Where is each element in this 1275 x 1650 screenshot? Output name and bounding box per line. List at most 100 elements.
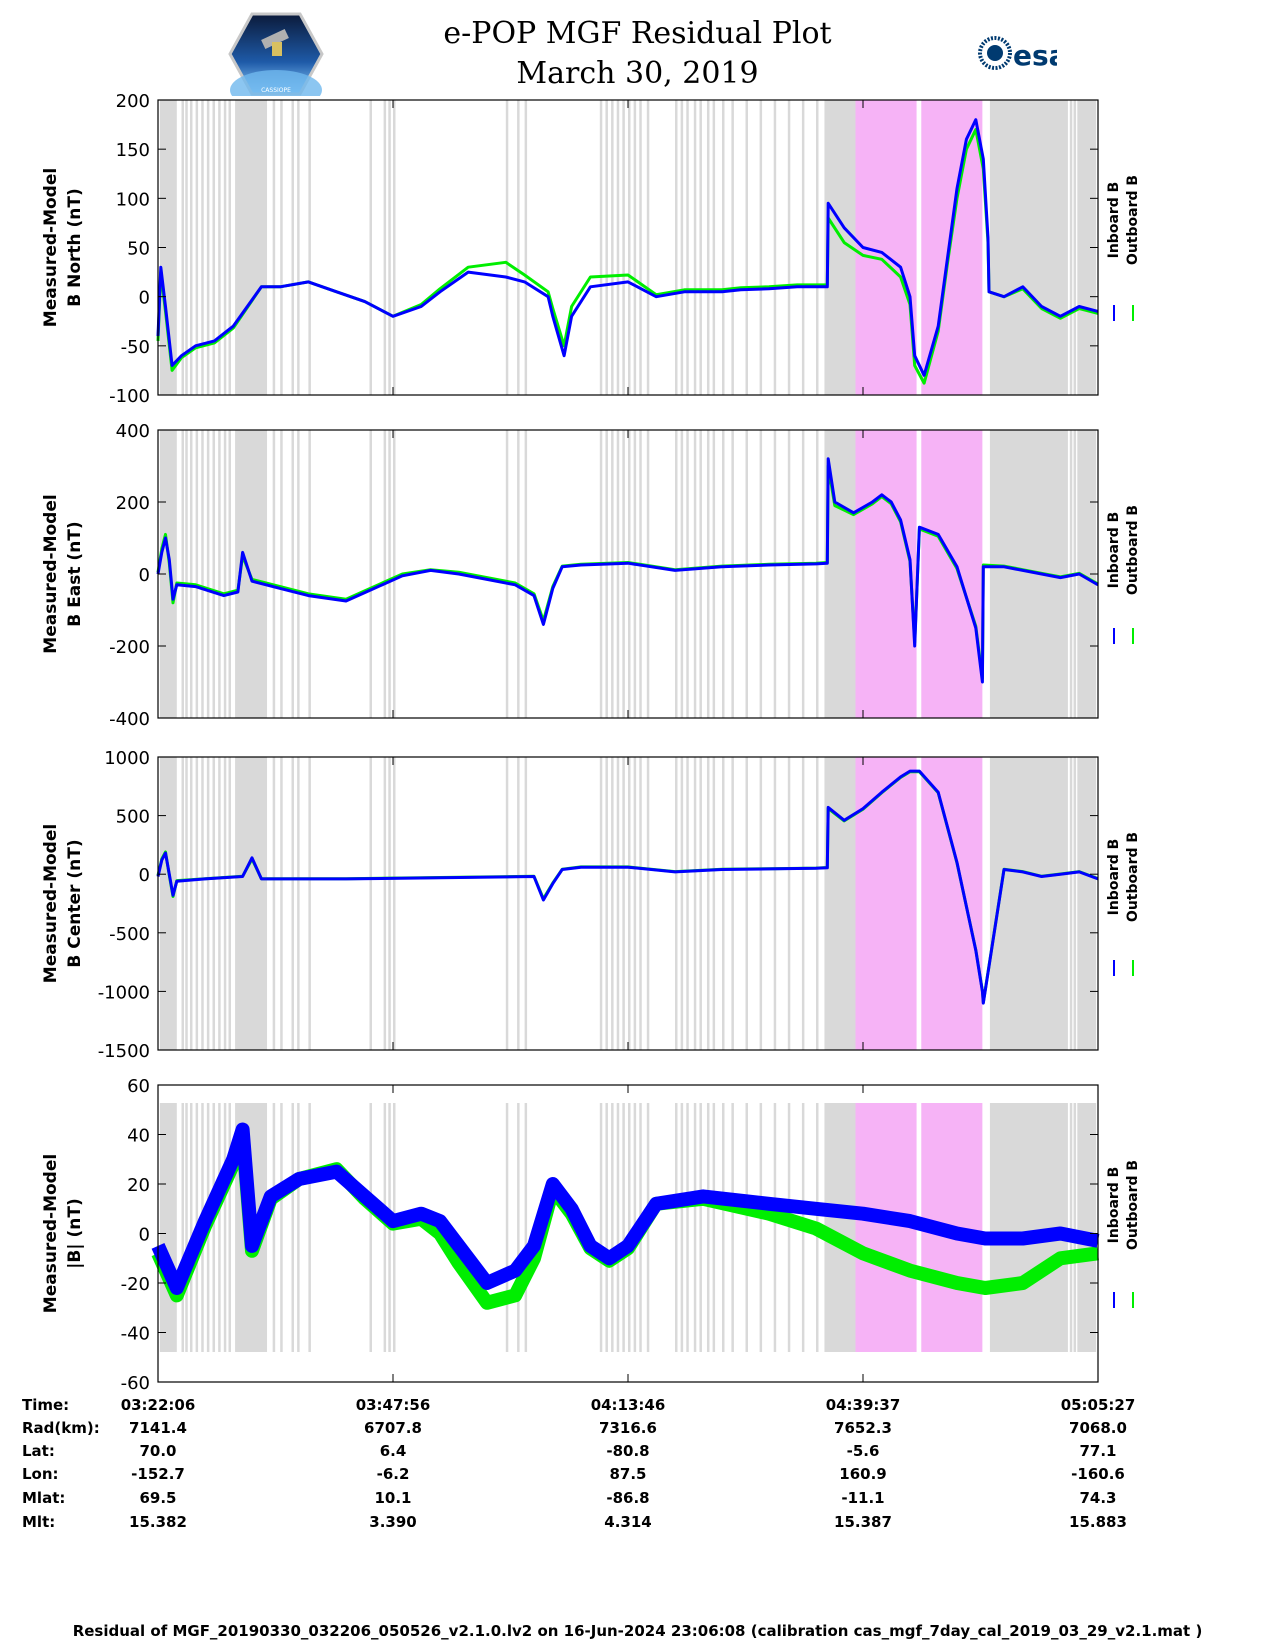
gap-line <box>712 100 716 395</box>
y-axis-label: B Center (nT) <box>65 839 85 967</box>
gap-region <box>235 757 268 1050</box>
gap-line <box>517 430 520 718</box>
gap-line <box>272 430 276 718</box>
gap-line <box>706 430 710 718</box>
ephemeris-row-label: Mlat: <box>22 1489 65 1507</box>
gap-line <box>189 757 193 1050</box>
gap-line <box>181 1103 184 1352</box>
ephemeris-value: 7652.3 <box>834 1419 892 1437</box>
y-axis-label: Measured-Model <box>41 824 61 983</box>
y-tick-label: 60 <box>127 1076 150 1097</box>
gap-line <box>383 757 387 1050</box>
gap-line <box>605 100 608 395</box>
gap-line <box>383 1103 387 1352</box>
series-line-inboard <box>156 457 1099 684</box>
gap-line <box>622 1103 625 1352</box>
gap-line <box>280 757 283 1050</box>
gap-line <box>369 430 372 718</box>
ephemeris-value: 04:13:46 <box>591 1396 666 1414</box>
ephemeris-value: 10.1 <box>374 1489 411 1507</box>
gap-line <box>801 430 805 718</box>
y-axis-label: Measured-Model <box>41 494 61 653</box>
gap-line <box>369 757 372 1050</box>
ephemeris-value: 74.3 <box>1079 1489 1116 1507</box>
gap-line <box>787 1103 791 1352</box>
y-tick-label: 0 <box>139 1225 150 1246</box>
gap-line <box>611 1103 614 1352</box>
ephemeris-value: 03:47:56 <box>356 1396 431 1414</box>
chart-panel-4: 60 40 20 0 -20 -40 -60 Measured-Model |B| (nT) In… <box>41 1076 1141 1394</box>
gap-line <box>189 100 193 395</box>
gap-line <box>181 757 184 1050</box>
ephemeris-value: 15.382 <box>129 1513 187 1531</box>
ephemeris-value: 6707.8 <box>364 1419 422 1437</box>
gap-line <box>745 430 748 718</box>
gap-line <box>206 430 210 718</box>
gap-line <box>393 757 396 1050</box>
gap-line <box>616 100 620 395</box>
ephemeris-value: -6.2 <box>377 1465 410 1483</box>
gap-line <box>272 1103 276 1352</box>
gap-line <box>308 757 311 1050</box>
y-tick-label: 1000 <box>104 748 150 769</box>
gap-line <box>505 100 509 395</box>
gap-line <box>693 757 697 1050</box>
gap-line <box>675 757 678 1050</box>
gap-line <box>1069 1103 1073 1352</box>
chart-panel-3: 1000 500 0 -500 -1000 -1500 Measured-Model B Ce… <box>41 748 1141 1062</box>
gap-line <box>693 1103 697 1352</box>
gap-line <box>599 757 603 1050</box>
gap-line <box>639 100 642 395</box>
gap-region <box>989 100 1068 395</box>
ephemeris-value: 69.5 <box>139 1489 176 1507</box>
gap-line <box>223 1103 227 1352</box>
event-region <box>855 430 917 718</box>
gap-line <box>223 100 227 395</box>
ephemeris-value: 15.387 <box>834 1513 892 1531</box>
gap-line <box>628 1103 631 1352</box>
gap-line <box>712 757 716 1050</box>
y-tick-label: -20 <box>121 1274 150 1295</box>
ephemeris-row-label: Lat: <box>22 1442 55 1460</box>
legend-label: Outboard B <box>1125 175 1141 265</box>
y-tick-label: 0 <box>139 565 150 586</box>
y-tick-label: -400 <box>109 709 150 730</box>
gap-line <box>605 1103 608 1352</box>
y-tick-label: -500 <box>109 924 150 945</box>
gap-line <box>218 1103 221 1352</box>
gap-line <box>722 1103 725 1352</box>
gap-line <box>787 100 791 395</box>
gap-line <box>223 430 227 718</box>
gap-line <box>773 1103 777 1352</box>
gap-line <box>206 757 210 1050</box>
gap-line <box>646 757 650 1050</box>
gap-line <box>272 757 276 1050</box>
ephemeris-row-label: Rad(km): <box>22 1419 100 1437</box>
gap-line <box>675 1103 678 1352</box>
gap-line <box>605 430 608 718</box>
gap-line <box>801 100 805 395</box>
gap-line <box>517 100 520 395</box>
gap-line <box>369 100 372 395</box>
gap-line <box>628 757 631 1050</box>
gap-line <box>686 1103 689 1352</box>
gap-line <box>505 757 509 1050</box>
gap-line <box>712 430 716 718</box>
plot-title: e-POP MGF Residual Plot <box>443 16 832 51</box>
ephemeris-value: -152.7 <box>131 1465 185 1483</box>
legend-label: Inboard B <box>1106 512 1122 589</box>
legend-label: Outboard B <box>1125 1160 1141 1250</box>
gap-line <box>639 430 642 718</box>
gap-region <box>159 757 177 1050</box>
series-line-inboard <box>151 1122 1100 1295</box>
gap-line <box>731 100 734 395</box>
y-tick-label: -200 <box>109 637 150 658</box>
gap-line <box>524 100 528 395</box>
gap-region <box>824 1103 856 1352</box>
y-tick-label: 0 <box>139 288 150 309</box>
ephemeris-value: 87.5 <box>609 1465 646 1483</box>
gap-line <box>280 1103 283 1352</box>
ephemeris-value: 7141.4 <box>129 1419 187 1437</box>
gap-line <box>759 1103 763 1352</box>
